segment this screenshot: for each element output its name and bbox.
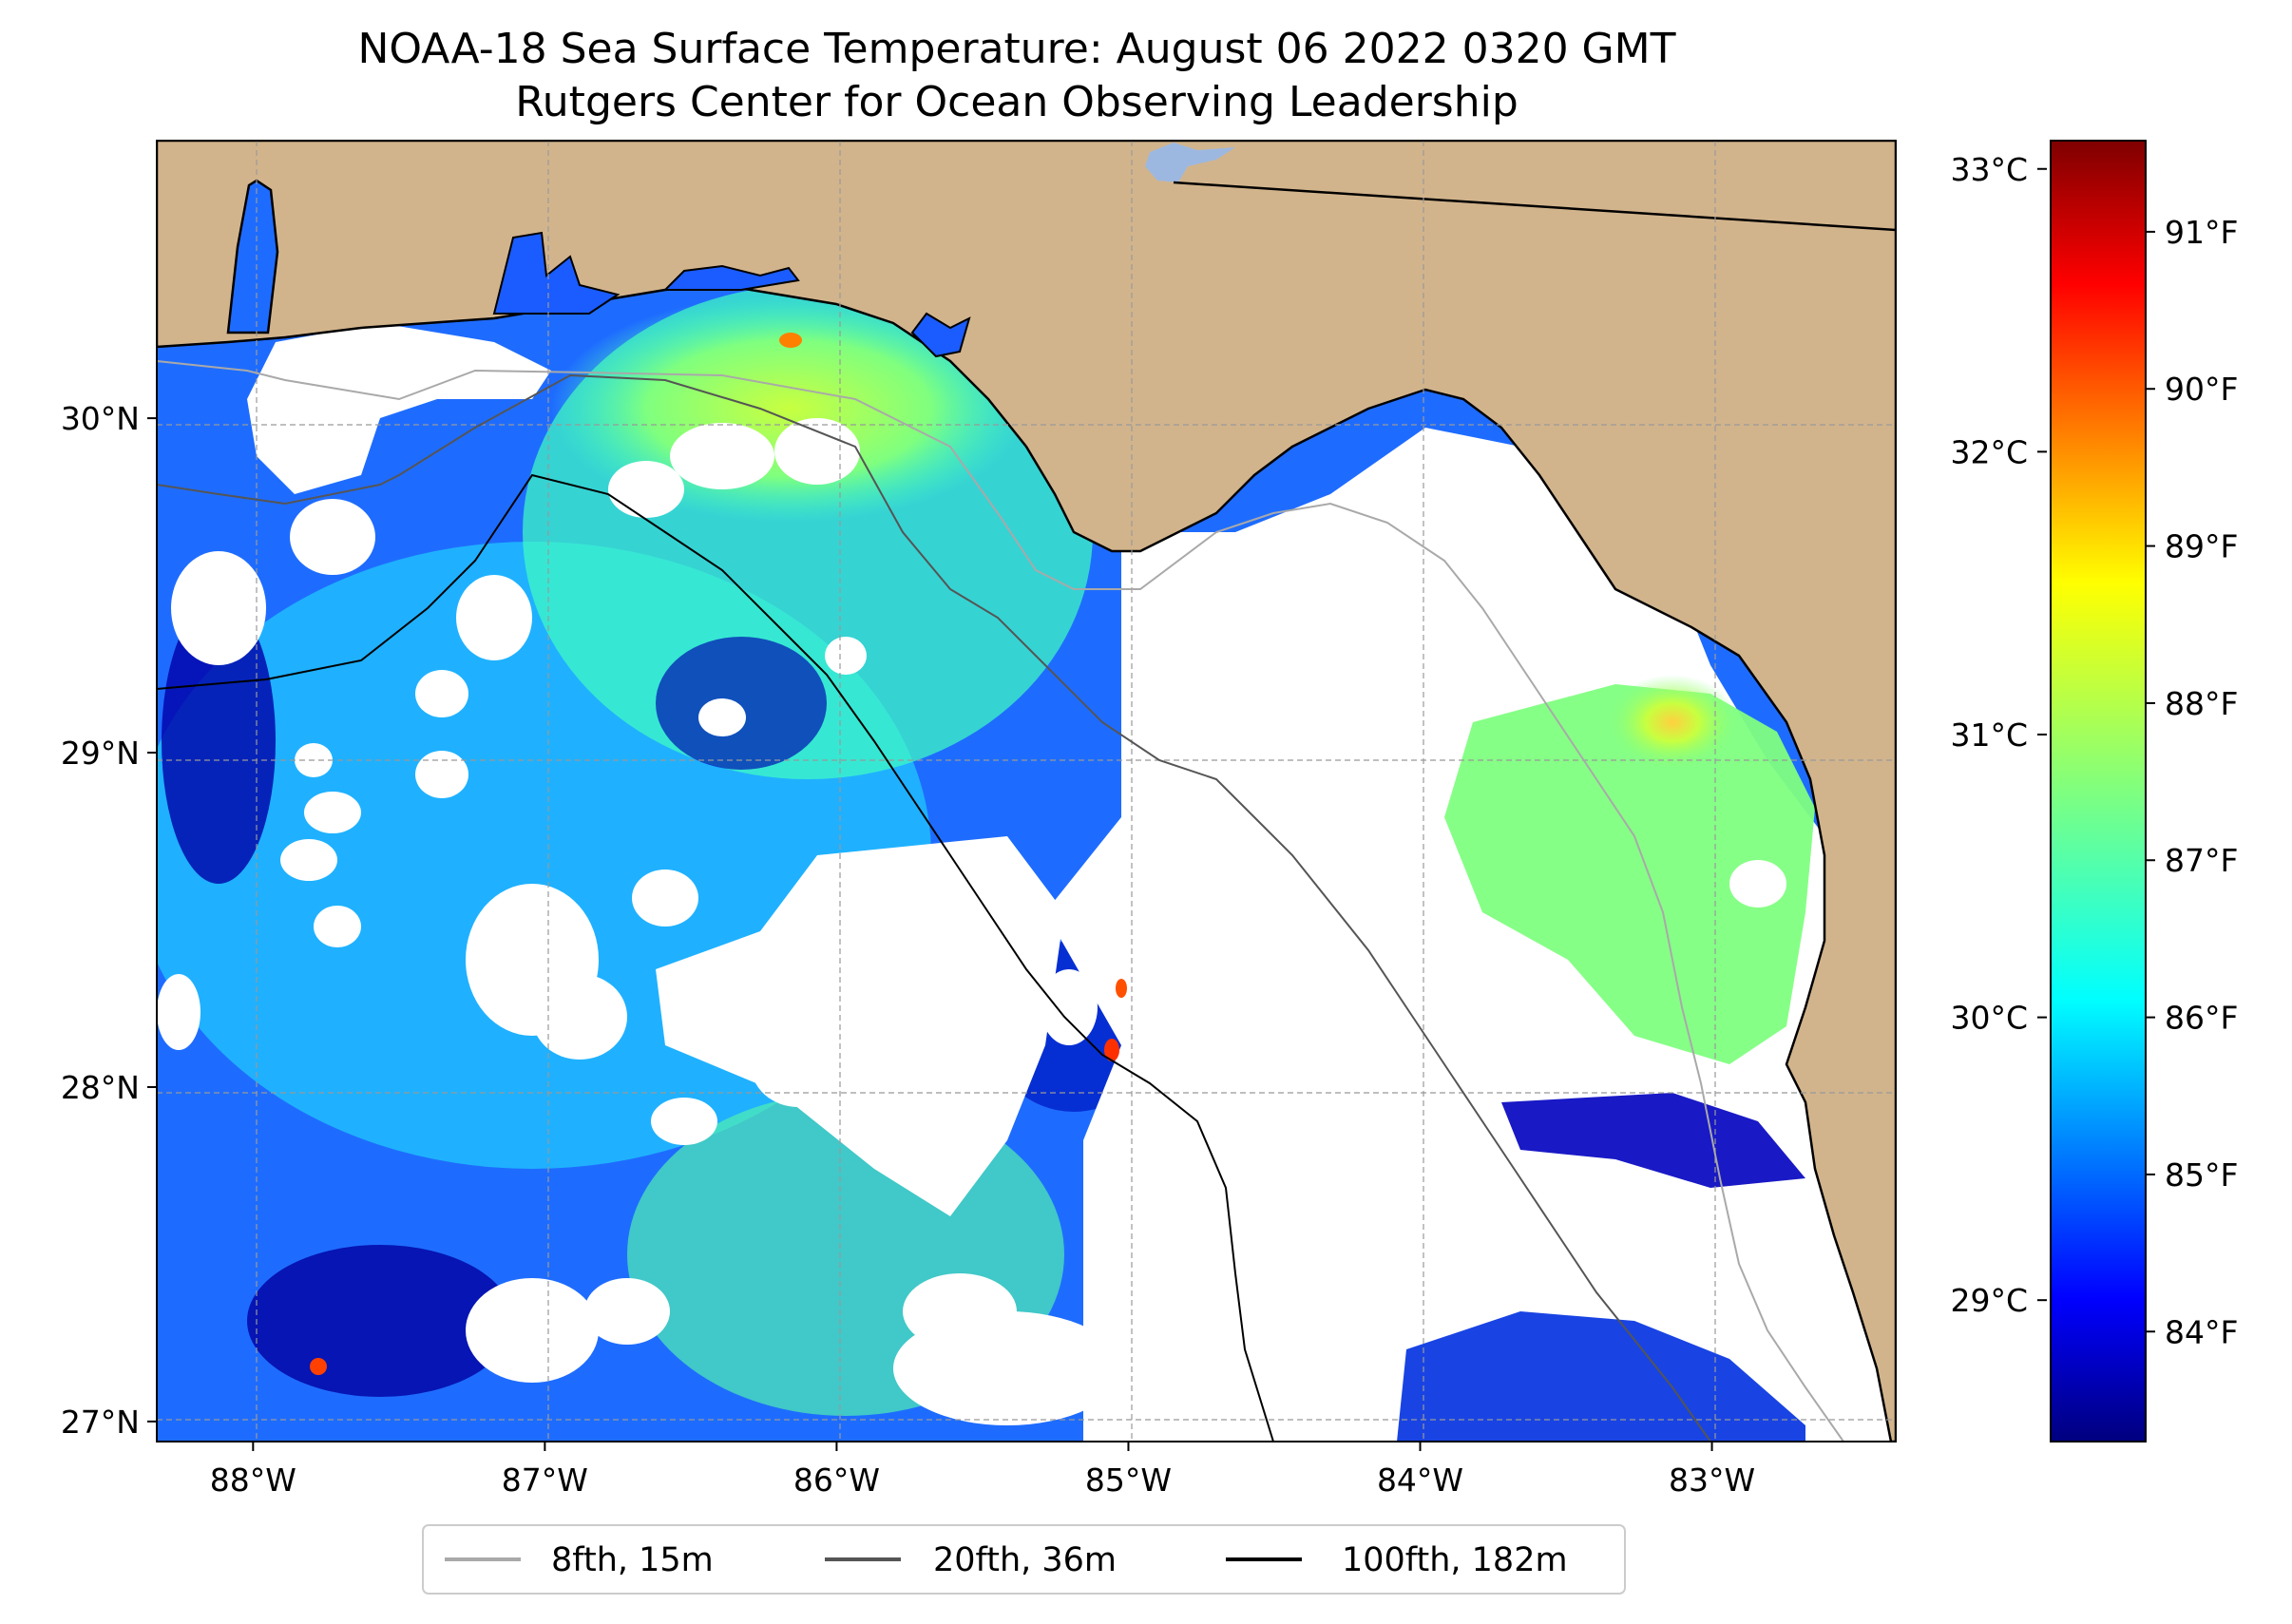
x-tick-label: 87°W [502, 1462, 588, 1499]
fahrenheit-tick-label: 89°F [2165, 528, 2238, 565]
sst-hot-spot [310, 1358, 327, 1375]
x-axis-ticks: 88°W 87°W 86°W 85°W 84°W 83°W [210, 1442, 1755, 1499]
gridlines [157, 141, 1896, 1442]
sst-cold-band-southeast [1397, 1311, 1805, 1442]
lake [1145, 143, 1235, 182]
fahrenheit-tick-label: 87°F [2165, 842, 2238, 879]
sst-hot-spot [1104, 1039, 1119, 1061]
coastal-bay [910, 312, 971, 358]
x-tick-label: 88°W [210, 1462, 296, 1499]
sst-hot-spot [779, 333, 802, 348]
celsius-tick-label: 30°C [1950, 1000, 2028, 1037]
y-tick-label: 30°N [61, 400, 140, 437]
mobile-bay [226, 179, 279, 334]
legend-label-8fth: 8fth, 15m [551, 1541, 714, 1579]
x-tick-label: 85°W [1085, 1462, 1172, 1499]
x-tick-label: 86°W [793, 1462, 880, 1499]
sst-hot-patch-east [1606, 675, 1739, 770]
y-tick-label: 27°N [61, 1404, 140, 1441]
no-data-region-central [656, 836, 1064, 1216]
fahrenheit-tick-label: 86°F [2165, 1000, 2238, 1037]
fahrenheit-tick-label: 84°F [2165, 1313, 2238, 1350]
coastal-bay [662, 264, 800, 291]
celsius-tick-label: 29°C [1950, 1282, 2028, 1319]
y-tick-label: 28°N [61, 1069, 140, 1106]
fahrenheit-tick-label: 91°F [2165, 214, 2238, 251]
cloud-blobs [157, 323, 1786, 1425]
celsius-tick-label: 31°C [1950, 716, 2028, 754]
sst-cold-patch [656, 637, 827, 770]
sst-hot-spot [1116, 979, 1127, 998]
sst-warm-region-east [1444, 684, 1815, 1064]
colorbar-celsius-ticks: 29°C 30°C 31°C 32°C 33°C [1950, 151, 2047, 1319]
map-panel [157, 141, 1896, 1442]
title-line-1: NOAA-18 Sea Surface Temperature: August … [358, 25, 1676, 73]
sst-cold-band-east [1501, 1093, 1805, 1188]
y-axis-ticks: 30°N 29°N 28°N 27°N [61, 400, 157, 1441]
fahrenheit-tick-label: 88°F [2165, 685, 2238, 722]
legend-label-100fth: 100fth, 182m [1342, 1541, 1568, 1579]
sst-warm-region-coast [551, 295, 1026, 523]
legend: 8fth, 15m 20fth, 36m 100fth, 182m [422, 1524, 1626, 1595]
colorbar [2050, 140, 2147, 1442]
fahrenheit-tick-label: 85°F [2165, 1156, 2238, 1194]
celsius-tick-label: 32°C [1950, 433, 2028, 470]
legend-label-20fth: 20fth, 36m [933, 1541, 1117, 1579]
x-tick-label: 83°W [1669, 1462, 1755, 1499]
coastal-bay [492, 231, 621, 315]
title-line-2: Rutgers Center for Ocean Observing Leade… [515, 78, 1518, 126]
isobath-8fth [157, 360, 1844, 1442]
land-north [157, 141, 1896, 1442]
celsius-tick-label: 33°C [1950, 151, 2028, 188]
colorbar-fahrenheit-ticks: 84°F 85°F 86°F 87°F 88°F 89°F 90°F 91°F [2146, 214, 2238, 1350]
x-tick-label: 84°W [1377, 1462, 1463, 1499]
isobath-100fth [157, 473, 1274, 1442]
legend-box [422, 1524, 1626, 1595]
isobath-20fth [157, 373, 1711, 1442]
state-border [1173, 181, 1896, 232]
sst-cold-patch [247, 1245, 513, 1397]
y-tick-label: 29°N [61, 735, 140, 772]
fahrenheit-tick-label: 90°F [2165, 371, 2238, 408]
isobaths [157, 360, 1844, 1442]
map-frame [156, 140, 1897, 1442]
sst-cold-patch [162, 599, 276, 884]
